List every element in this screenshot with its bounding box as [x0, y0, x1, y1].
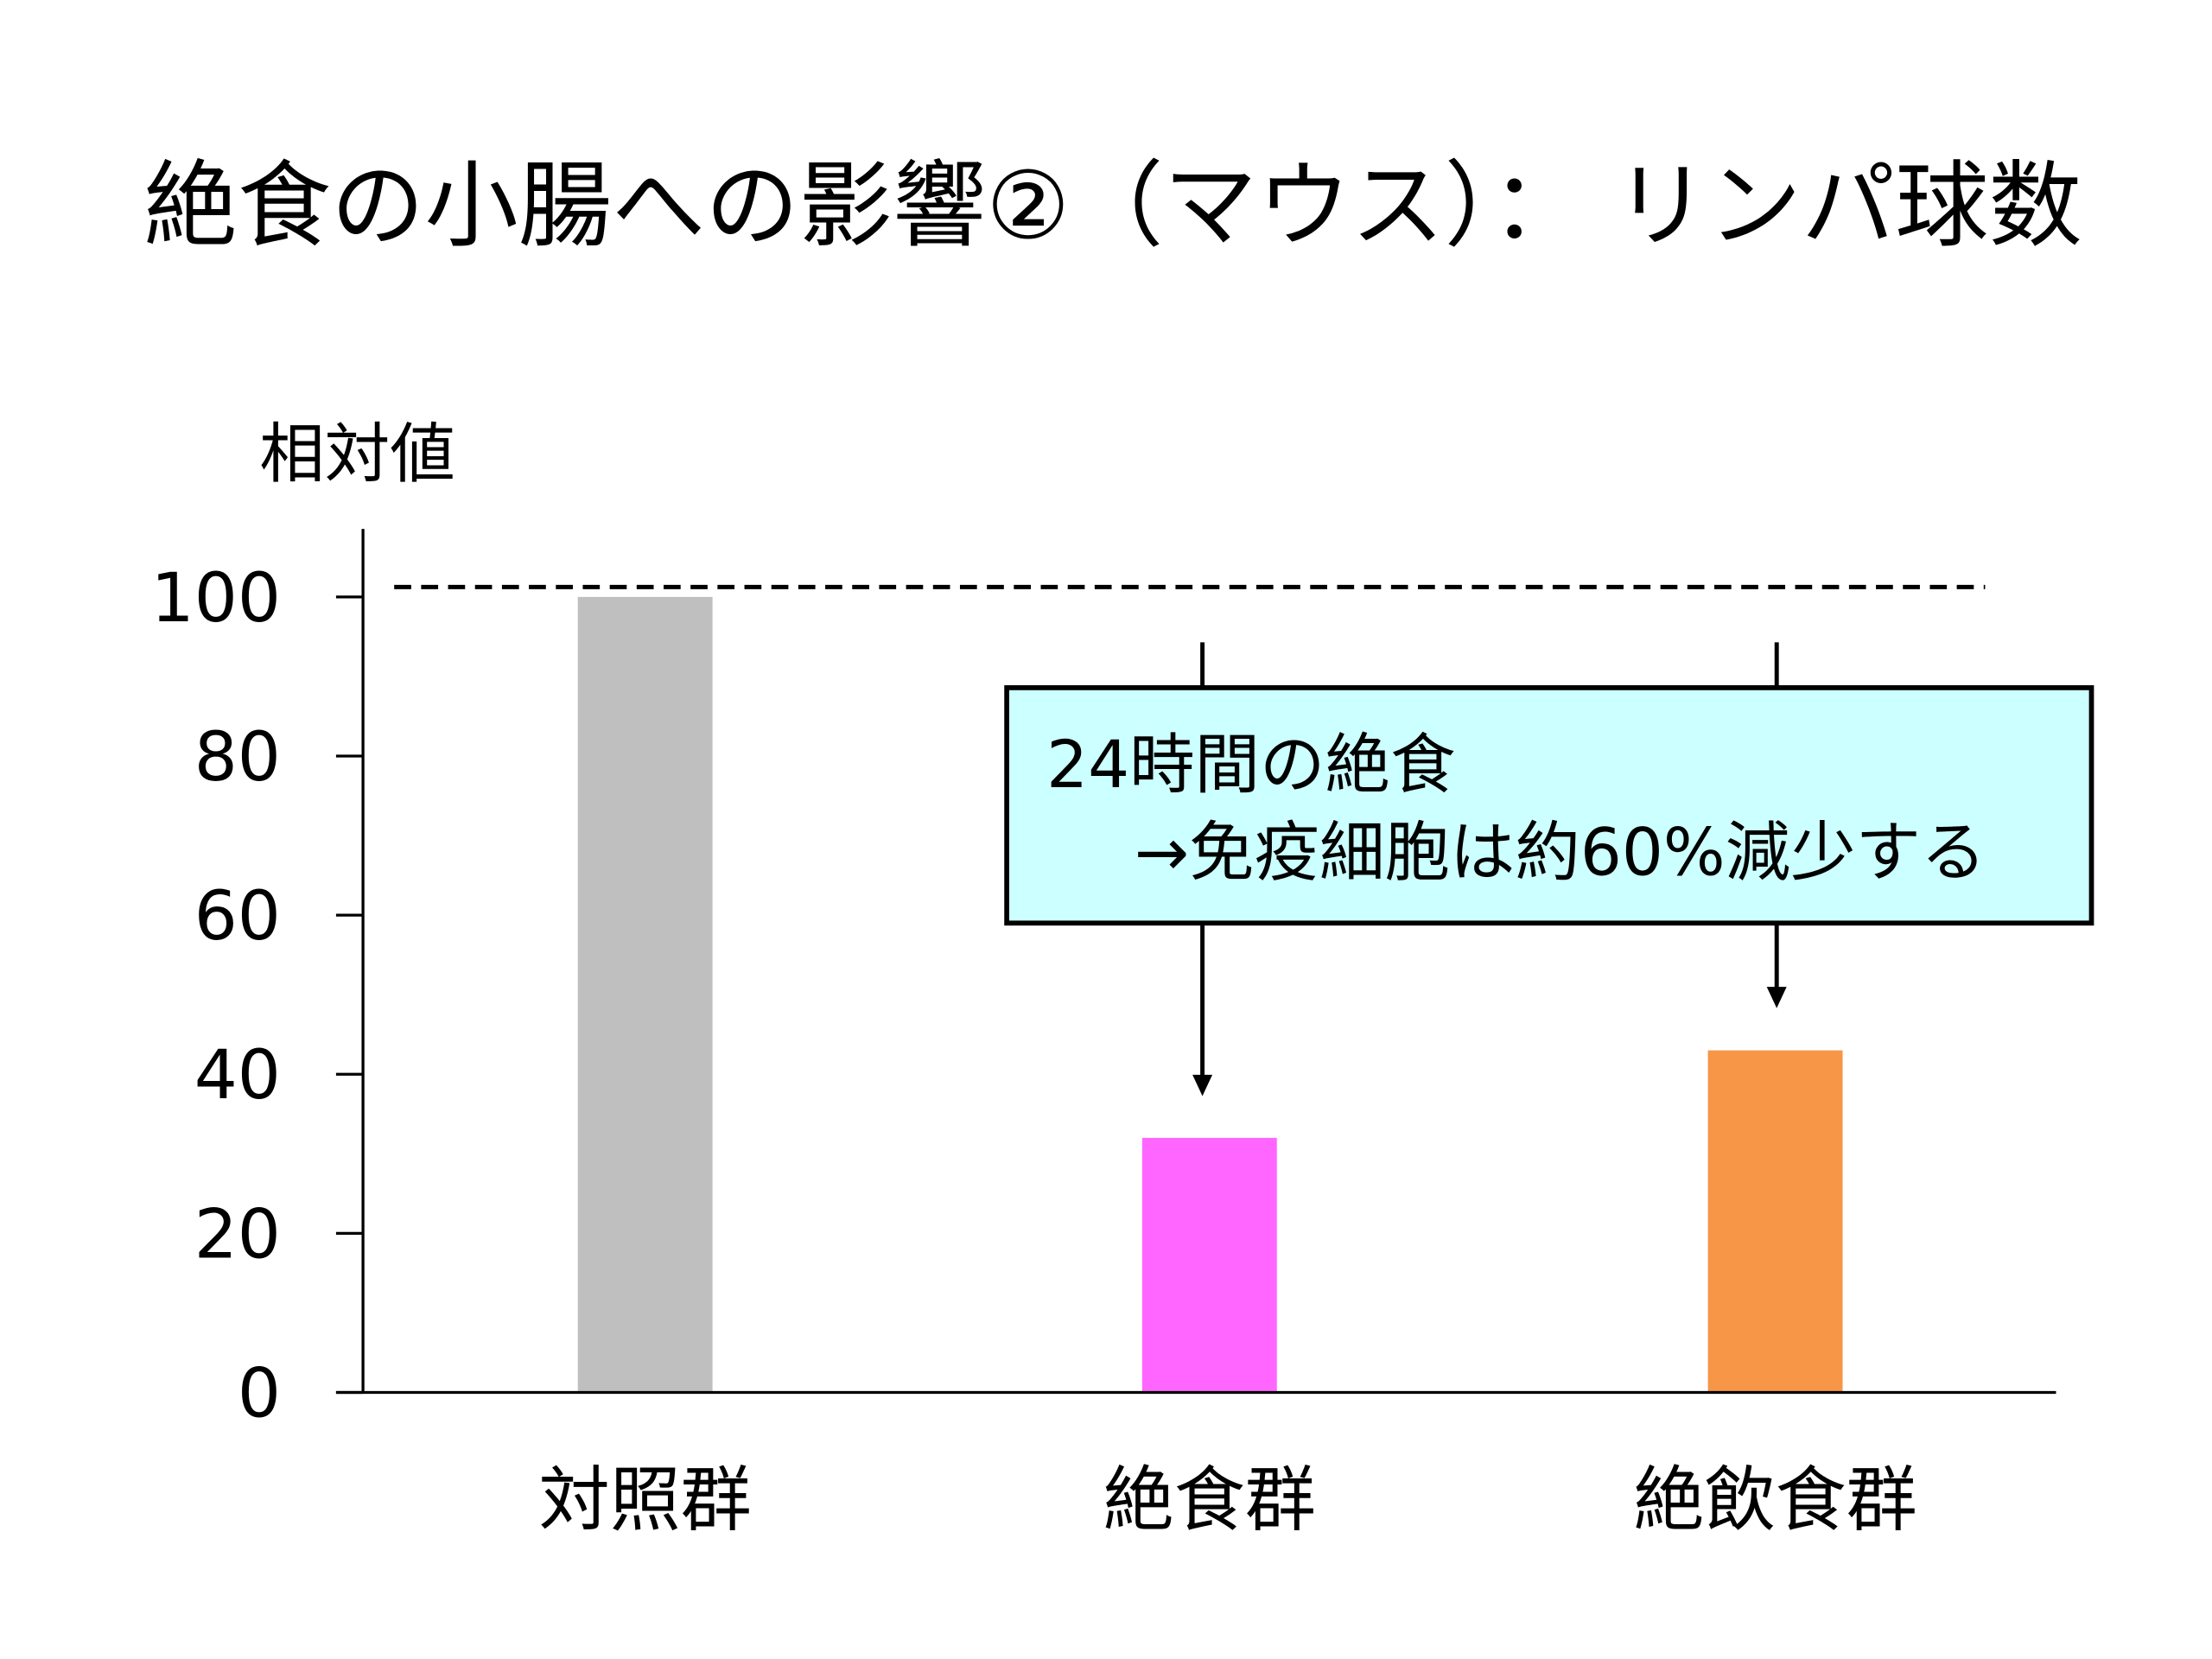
y-tick-label: 80 [194, 717, 281, 797]
y-tick-label: 0 [238, 1353, 281, 1433]
chart-title: 絶食の小腸への影響②（マウス）： リンパ球数 [144, 151, 2082, 261]
y-tick-label: 100 [151, 558, 281, 638]
annotation-line-1: 24時間の絶食 [1046, 727, 1455, 803]
x-category-label: 対照群 [539, 1459, 752, 1541]
x-category-label: 絶飲食群 [1633, 1459, 1916, 1541]
bar-1 [577, 596, 713, 1393]
y-tick-label: 60 [194, 876, 281, 956]
y-axis-label: 相対値 [259, 416, 454, 492]
bar-2 [1141, 1137, 1277, 1393]
annotation-box: 24時間の絶食 →免疫細胞は約60%減少する [1004, 685, 2094, 926]
y-tick-label: 40 [194, 1035, 281, 1115]
bar-3 [1707, 1050, 1843, 1393]
x-category-label: 絶食群 [1103, 1459, 1316, 1541]
y-tick-label: 20 [194, 1194, 281, 1274]
annotation-line-2: →免疫細胞は約60%減少する [1135, 815, 1986, 891]
